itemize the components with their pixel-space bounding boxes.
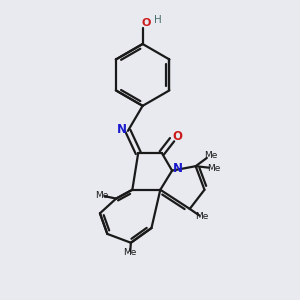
Text: N: N <box>172 162 182 175</box>
Text: Me: Me <box>124 248 137 257</box>
Text: H: H <box>154 15 162 25</box>
Text: N: N <box>116 123 126 136</box>
Text: Me: Me <box>195 212 209 221</box>
Text: Me: Me <box>207 164 220 173</box>
Text: Me: Me <box>95 191 109 200</box>
Text: Me: Me <box>204 151 218 160</box>
Text: O: O <box>172 130 182 143</box>
Text: O: O <box>142 18 151 28</box>
